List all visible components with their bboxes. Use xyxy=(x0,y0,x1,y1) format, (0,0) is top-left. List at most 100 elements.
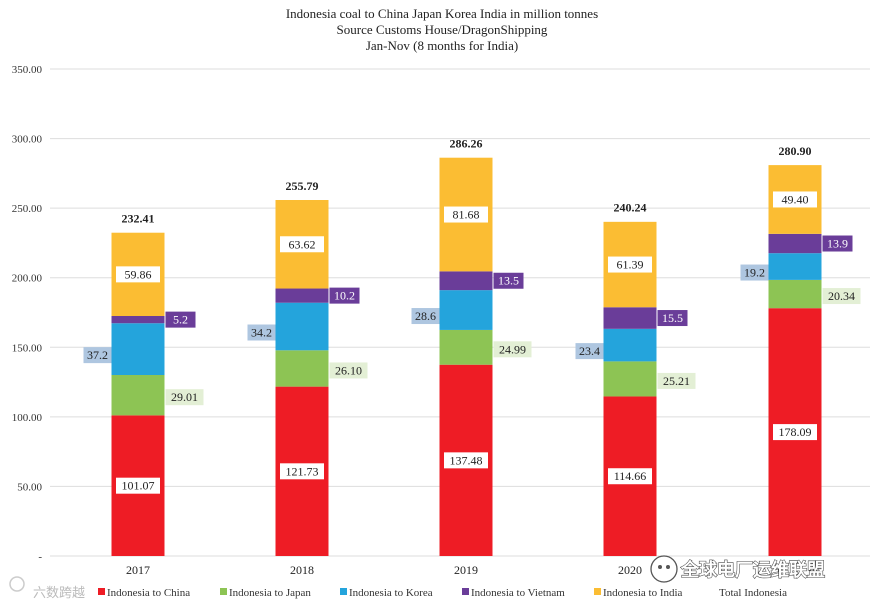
bar-2-2017 xyxy=(111,323,165,376)
total-label-2021: 280.90 xyxy=(779,144,812,158)
data-label-0-2019-bg xyxy=(444,452,488,469)
chart-title: Indonesia coal to China Japan Korea Indi… xyxy=(286,6,598,53)
bar-3-2019 xyxy=(439,271,493,291)
wechat-icon-eye-left xyxy=(658,565,662,569)
data-label-1-2021-group: 20.34 xyxy=(822,288,861,305)
data-label-4-2021: 49.40 xyxy=(782,192,809,206)
x-tick-label: 2018 xyxy=(290,563,314,577)
wechat-icon-eye-right xyxy=(666,565,670,569)
x-tick-label: 2017 xyxy=(126,563,150,577)
data-label-0-2020-group: 114.66 xyxy=(608,468,652,485)
data-label-3-2021-bg xyxy=(822,235,853,252)
bar-1-2018 xyxy=(275,350,329,387)
data-label-2-2021-group: 19.2 xyxy=(740,264,769,281)
data-label-0-2017-group: 101.07 xyxy=(116,477,160,494)
y-tick-label: 50.00 xyxy=(17,481,42,493)
data-label-0-2020-bg xyxy=(608,468,652,485)
data-label-4-2017-group: 59.86 xyxy=(116,266,160,283)
data-label-4-2021-group: 49.40 xyxy=(773,191,817,208)
data-label-3-2017: 5.2 xyxy=(173,313,188,327)
bar-1-2020 xyxy=(603,361,657,397)
data-label-2-2019: 28.6 xyxy=(415,309,436,323)
data-label-3-2019-group: 13.5 xyxy=(493,272,524,289)
data-label-3-2020: 15.5 xyxy=(662,311,683,325)
y-tick-label: 100.00 xyxy=(12,412,43,424)
data-label-0-2018-bg xyxy=(280,463,324,480)
data-label-4-2017: 59.86 xyxy=(125,267,152,281)
total-label-2020: 240.24 xyxy=(614,201,647,215)
legend-swatch-2 xyxy=(340,588,347,595)
bar-2-2020 xyxy=(603,328,657,362)
watermark-left: 六数跨越 xyxy=(9,576,85,601)
data-label-2-2021: 19.2 xyxy=(744,266,765,280)
data-label-2-2017-group: 37.2 xyxy=(83,347,112,364)
data-label-1-2019-bg xyxy=(493,341,532,358)
data-label-2-2017: 37.2 xyxy=(87,348,108,362)
data-label-2-2020-bg xyxy=(575,343,604,360)
data-label-2-2019-bg xyxy=(411,308,440,325)
y-tick-label: 150.00 xyxy=(12,342,43,354)
data-label-1-2019: 24.99 xyxy=(499,342,526,356)
data-label-4-2021-bg xyxy=(773,191,817,208)
y-tick-label: - xyxy=(38,551,42,563)
data-label-1-2018-group: 26.10 xyxy=(329,362,368,379)
data-label-3-2017-group: 5.2 xyxy=(165,311,196,328)
watermark-left-text: 六数跨越 xyxy=(33,586,85,601)
data-label-3-2017-bg xyxy=(165,311,196,328)
chart-title-line-2: Source Customs House/DragonShipping xyxy=(337,22,548,37)
x-axis: 2017 2018 2019 2020 xyxy=(126,563,642,577)
x-tick-label: 2020 xyxy=(618,563,642,577)
y-tick-label: 200.00 xyxy=(12,273,43,285)
data-label-3-2018: 10.2 xyxy=(334,289,355,303)
data-label-1-2019-group: 24.99 xyxy=(493,341,532,358)
data-label-2-2018-group: 34.2 xyxy=(247,324,276,341)
y-tick-label: 300.00 xyxy=(12,134,43,146)
legend-swatch-1 xyxy=(220,588,227,595)
data-label-4-2020-bg xyxy=(608,256,652,273)
legend-swatch-3 xyxy=(462,588,469,595)
y-axis: - 50.00 100.00 150.00 200.00 250.00 300.00 350.… xyxy=(12,64,43,563)
data-label-4-2020-group: 61.39 xyxy=(608,256,652,273)
data-label-0-2021-group: 178.09 xyxy=(773,424,817,441)
watermark-right-text: 全球电厂运维联盟 xyxy=(680,559,825,581)
data-label-1-2020: 25.21 xyxy=(663,374,690,388)
bar-2-2021 xyxy=(768,253,822,280)
total-label-2017: 232.41 xyxy=(122,212,155,226)
data-labels: 101.07 29.01 37.2 5.2 59.86 232.41 121.73 26.10… xyxy=(83,137,861,494)
data-label-4-2019-group: 81.68 xyxy=(444,206,488,223)
data-label-1-2021-bg xyxy=(822,288,861,305)
data-label-0-2018: 121.73 xyxy=(286,464,319,478)
data-label-0-2020: 114.66 xyxy=(614,469,647,483)
data-label-0-2017-bg xyxy=(116,477,160,494)
legend-label-4: Indonesia to India xyxy=(603,587,683,599)
data-label-4-2017-bg xyxy=(116,266,160,283)
total-label-2019: 286.26 xyxy=(450,137,483,151)
watermark-right: 全球电厂运维联盟 xyxy=(650,555,826,583)
bar-2-2018 xyxy=(275,302,329,351)
data-label-1-2017-group: 29.01 xyxy=(165,389,204,406)
data-label-2-2021-bg xyxy=(740,264,769,281)
bar-1-2021 xyxy=(768,279,822,309)
data-label-3-2020-group: 15.5 xyxy=(657,310,688,327)
legend-label-2: Indonesia to Korea xyxy=(349,587,433,599)
watermark-logo-icon xyxy=(9,576,25,592)
bar-3-2017 xyxy=(111,316,165,324)
data-label-0-2019-group: 137.48 xyxy=(444,452,488,469)
data-label-4-2019: 81.68 xyxy=(453,208,480,222)
bar-2-2019 xyxy=(439,290,493,330)
data-label-1-2017: 29.01 xyxy=(171,390,198,404)
bar-3-2021 xyxy=(768,233,822,254)
bar-1-2017 xyxy=(111,375,165,416)
bar-1-2019 xyxy=(439,329,493,365)
legend-label-3: Indonesia to Vietnam xyxy=(471,587,565,599)
data-label-2-2018: 34.2 xyxy=(251,326,272,340)
bar-3-2020 xyxy=(603,307,657,329)
data-label-2-2020: 23.4 xyxy=(579,344,600,358)
data-label-3-2019: 13.5 xyxy=(498,274,519,288)
data-label-0-2021: 178.09 xyxy=(779,425,812,439)
data-label-1-2021: 20.34 xyxy=(828,289,855,303)
x-tick-label: 2019 xyxy=(454,563,478,577)
data-label-3-2021-group: 13.9 xyxy=(822,235,853,252)
data-label-1-2020-group: 25.21 xyxy=(657,372,696,389)
